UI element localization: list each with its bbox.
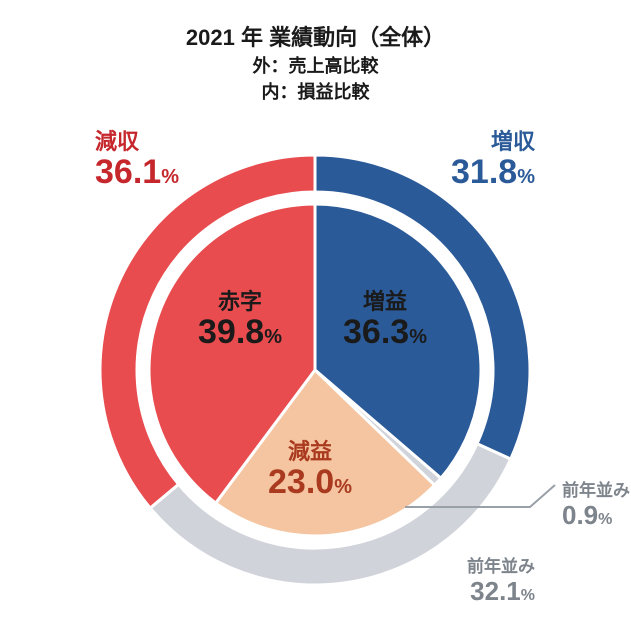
label-outer-decrease: 減収 36.1% [95,130,179,192]
percent-sign: % [264,326,282,348]
label-name: 減益 [230,440,390,464]
percent-sign: % [521,587,535,604]
label-value: 32.1 [470,576,521,606]
chart-stage: 2021 年 業績動向（全体） 外：売上高比較 内：損益比較 増収 31.8% … [0,0,631,638]
label-inner-deficit: 赤字 39.8% [160,290,320,352]
label-name: 増収 [451,130,535,154]
percent-sign: % [334,476,352,498]
label-value: 0.9 [562,500,598,530]
percent-sign: % [517,166,535,188]
percent-sign: % [598,511,612,528]
label-value: 23.0 [268,463,334,501]
label-name: 減収 [95,130,179,154]
label-name: 前年並み [467,558,535,577]
label-name: 増益 [305,290,465,314]
label-name: 赤字 [160,290,320,314]
label-value: 31.8 [451,153,517,191]
label-value: 36.1 [95,153,161,191]
label-value: 39.8 [198,313,264,351]
label-inner-profit-down: 減益 23.0% [230,440,390,502]
label-outer-flat: 前年並み 32.1% [467,558,535,605]
label-outer-increase: 増収 31.8% [451,130,535,192]
percent-sign: % [409,326,427,348]
label-name: 前年並み [562,482,630,501]
label-inner-profit-up: 増益 36.3% [305,290,465,352]
label-value: 36.3 [343,313,409,351]
percent-sign: % [161,166,179,188]
label-inner-flat: 前年並み 0.9% [562,482,630,529]
